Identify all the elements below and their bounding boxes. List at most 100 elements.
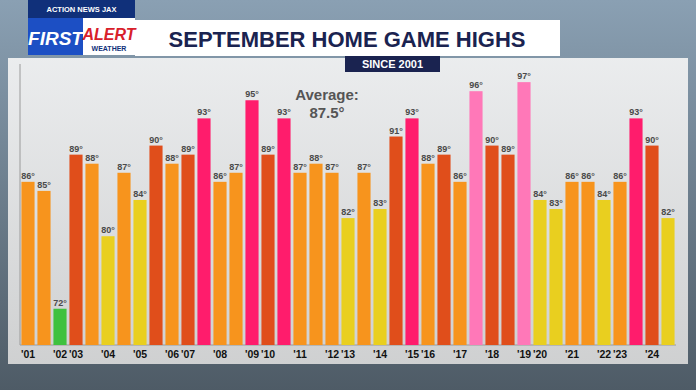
data-label: 97° xyxy=(517,71,531,81)
title: SEPTEMBER HOME GAME HIGHS xyxy=(169,27,526,52)
data-label: 96° xyxy=(469,80,483,90)
x-tick-label: '20 xyxy=(533,348,547,360)
data-label: 93° xyxy=(629,107,643,117)
data-label: 88° xyxy=(309,153,323,163)
data-label: 89° xyxy=(181,144,195,154)
subtitle: SINCE 2001 xyxy=(362,58,423,70)
data-label: 85° xyxy=(37,180,51,190)
bar xyxy=(613,182,626,345)
data-label: 82° xyxy=(341,207,355,217)
data-label: 87° xyxy=(229,162,243,172)
data-label: 84° xyxy=(597,189,611,199)
data-label: 80° xyxy=(101,225,115,235)
y-axis-line xyxy=(20,64,21,345)
annotation-text: Average: xyxy=(295,86,359,103)
data-label: 95° xyxy=(245,89,259,99)
bar xyxy=(165,164,178,345)
data-label: 83° xyxy=(549,198,563,208)
x-tick-labels: '01'02'03'04'05'06'07'08'09'10'11'12'13'… xyxy=(21,348,659,360)
bar xyxy=(437,155,450,345)
bar xyxy=(53,309,66,345)
background xyxy=(0,0,696,390)
bar xyxy=(325,173,338,345)
x-tick-label: '22 xyxy=(597,348,611,360)
bar xyxy=(597,200,610,345)
bar xyxy=(453,182,466,345)
bar xyxy=(213,182,226,345)
data-label: 82° xyxy=(661,207,675,217)
bar xyxy=(149,146,162,345)
data-label: 93° xyxy=(197,107,211,117)
x-tick-label: '02 xyxy=(53,348,67,360)
subtitle-box xyxy=(345,56,440,72)
bar xyxy=(261,155,274,345)
bar xyxy=(69,155,82,345)
logo-text: WEATHER xyxy=(92,45,127,52)
plot-panel xyxy=(8,58,688,364)
bar xyxy=(533,200,546,345)
data-labels: 86°85°72°89°88°80°87°84°90°88°89°93°86°8… xyxy=(21,71,675,308)
bar xyxy=(229,173,242,345)
logo-text: ACTION NEWS JAX xyxy=(46,5,116,14)
x-tick-label: '08 xyxy=(213,348,227,360)
bar xyxy=(117,173,130,345)
bar xyxy=(37,191,50,345)
title-box xyxy=(135,20,560,56)
data-label: 84° xyxy=(133,189,147,199)
data-label: 86° xyxy=(21,171,35,181)
data-label: 91° xyxy=(389,126,403,136)
bar xyxy=(133,200,146,345)
data-label: 90° xyxy=(485,135,499,145)
data-label: 89° xyxy=(69,144,83,154)
bar xyxy=(485,146,498,345)
bar xyxy=(629,118,642,345)
data-label: 90° xyxy=(149,135,163,145)
bar xyxy=(549,209,562,345)
bar xyxy=(661,218,674,345)
bar xyxy=(85,164,98,345)
bar xyxy=(517,82,530,345)
x-tick-label: '23 xyxy=(613,348,627,360)
data-label: 88° xyxy=(165,153,179,163)
data-label: 87° xyxy=(293,162,307,172)
bar xyxy=(293,173,306,345)
bar xyxy=(645,146,658,345)
annotation: Average:87.5° xyxy=(295,86,359,121)
bar xyxy=(197,118,210,345)
x-tick-label: '21 xyxy=(565,348,579,360)
x-tick-label: '24 xyxy=(645,348,659,360)
x-tick-label: '05 xyxy=(133,348,147,360)
data-label: 83° xyxy=(373,198,387,208)
bar xyxy=(21,182,34,345)
bar xyxy=(101,236,114,345)
chart: 86°85°72°89°88°80°87°84°90°88°89°93°86°8… xyxy=(0,0,696,390)
x-tick-label: '07 xyxy=(181,348,195,360)
bar xyxy=(405,118,418,345)
bar xyxy=(501,155,514,345)
data-label: 90° xyxy=(645,135,659,145)
logo-top xyxy=(28,0,135,18)
x-tick-label: '09 xyxy=(245,348,259,360)
data-label: 88° xyxy=(85,153,99,163)
x-tick-label: '13 xyxy=(341,348,355,360)
x-tick-label: '16 xyxy=(421,348,435,360)
data-label: 86° xyxy=(453,171,467,181)
x-tick-label: '19 xyxy=(517,348,531,360)
logo-text: FIRST xyxy=(28,28,84,49)
bar xyxy=(469,91,482,345)
x-tick-label: '10 xyxy=(261,348,275,360)
x-tick-label: '17 xyxy=(453,348,467,360)
bar xyxy=(341,218,354,345)
data-label: 86° xyxy=(213,171,227,181)
data-label: 93° xyxy=(405,107,419,117)
data-label: 89° xyxy=(437,144,451,154)
x-tick-label: '01 xyxy=(21,348,35,360)
bar xyxy=(277,118,290,345)
data-label: 87° xyxy=(357,162,371,172)
data-label: 86° xyxy=(581,171,595,181)
bar xyxy=(245,100,258,345)
data-label: 93° xyxy=(277,107,291,117)
data-label: 72° xyxy=(53,298,67,308)
bars xyxy=(21,82,674,345)
bar xyxy=(421,164,434,345)
